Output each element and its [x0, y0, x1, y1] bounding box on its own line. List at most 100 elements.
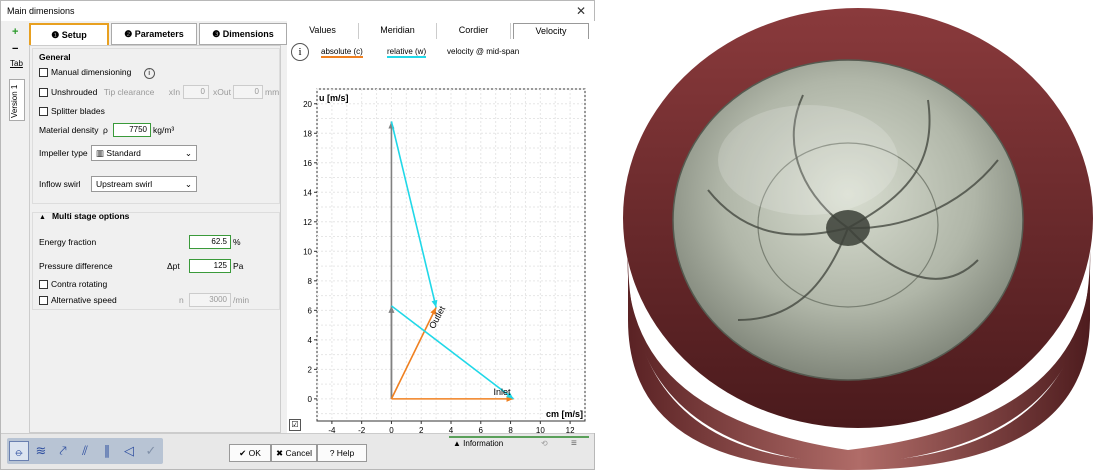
unshrouded-checkbox[interactable] — [39, 88, 48, 98]
chart-options-icon[interactable]: ☑ — [289, 419, 301, 431]
contra-rotating-checkbox[interactable] — [39, 280, 48, 290]
check-icon[interactable]: ✓ — [145, 443, 157, 458]
vector-arrowhead-relative — [431, 299, 438, 308]
title-bar: Main dimensions ✕ — [1, 1, 594, 21]
chevron-down-icon: ⌄ — [184, 148, 192, 158]
manual-dimensioning-label: Manual dimensioning — [51, 67, 132, 77]
main-tabs: ❶ Setup ❷ Parameters ❸ Dimensions — [29, 23, 291, 45]
y-tick-label: 0 — [308, 395, 313, 404]
xout-input[interactable]: 0 — [233, 85, 263, 99]
tab-parameters[interactable]: ❷ Parameters — [111, 23, 197, 45]
vector-relative — [390, 121, 437, 308]
tab-meridian[interactable]: Meridian — [359, 23, 437, 39]
y-tick-label: 18 — [303, 129, 312, 138]
legend-absolute[interactable]: absolute (c) — [321, 47, 363, 58]
vector-arrowhead-relative — [506, 392, 514, 399]
info-icon[interactable]: i — [143, 68, 155, 79]
info-icon[interactable]: i — [291, 43, 309, 61]
y-tick-label: 6 — [308, 306, 313, 315]
add-version-icon[interactable]: + — [12, 26, 19, 38]
pressure-diff-unit: Pa — [233, 261, 244, 271]
tab-velocity[interactable]: Velocity — [513, 23, 589, 39]
y-tick-label: 20 — [303, 100, 312, 109]
y-tick-label: 4 — [308, 336, 313, 345]
manual-dimensioning-checkbox[interactable] — [39, 68, 48, 78]
splitter-row: Splitter blades — [39, 106, 105, 117]
chart-vectors — [388, 121, 515, 402]
lean-icon[interactable]: ⫽ — [82, 443, 88, 458]
mm-unit: mm — [265, 87, 280, 97]
y-tick-label: 8 — [308, 277, 313, 286]
thickness-icon[interactable]: ∥ — [103, 443, 111, 458]
information-bar[interactable]: ▲ Information ⟲ ≡ — [449, 436, 589, 450]
inflow-swirl-value: Upstream swirl — [96, 179, 153, 189]
multistage-heading[interactable]: ▲ Multi stage options — [39, 211, 129, 221]
x-tick-label: 10 — [536, 426, 545, 433]
xin-label: xIn — [168, 87, 181, 97]
version-tab-label: Version 1 — [10, 84, 19, 118]
chevron-down-icon: ⌄ — [184, 179, 192, 189]
refresh-icon[interactable]: ⟲ — [541, 439, 548, 448]
setup-panel: General Manual dimensioning i Unshrouded… — [29, 45, 281, 433]
x-tick-label: 2 — [419, 426, 424, 433]
unshrouded-row: Unshrouded Tip clearance xIn — [39, 87, 181, 98]
general-heading: General — [39, 52, 71, 62]
bottom-bar: ⦵ ≋ ⤤ ⫽ ∥ ◁ ✓ ✔ OK ✖ Cancel ? Help ▲ Inf… — [1, 433, 594, 469]
version-tab[interactable]: Version 1 — [9, 79, 25, 121]
x-axis-label: cm [m/s] — [546, 409, 583, 419]
angles-icon[interactable]: ⤤ — [59, 443, 67, 458]
x-tick-label: -4 — [328, 426, 336, 433]
contra-rotating-label: Contra rotating — [51, 279, 108, 289]
impeller-view-icon[interactable]: ⦵ — [9, 441, 29, 461]
collapse-icon: ▲ — [39, 214, 46, 221]
energy-fraction-label: Energy fraction — [39, 237, 97, 247]
help-button[interactable]: ? Help — [317, 444, 367, 462]
multistage-group: ▲ Multi stage options Energy fraction 62.… — [32, 211, 280, 310]
alt-speed-input[interactable]: 3000 — [189, 293, 231, 307]
impeller-3d-view[interactable] — [598, 0, 1105, 470]
legend-note: velocity @ mid-span — [447, 47, 520, 56]
xin-input[interactable]: 0 — [183, 85, 209, 99]
tab-dimensions[interactable]: ❸ Dimensions — [199, 23, 287, 45]
tab-setup[interactable]: ❶ Setup — [29, 23, 109, 45]
impeller-render — [623, 8, 1093, 470]
x-tick-label: 0 — [389, 426, 394, 433]
cancel-button[interactable]: ✖ Cancel — [271, 444, 317, 462]
y-tick-label: 10 — [303, 247, 312, 256]
vector-arrowhead-u — [388, 305, 395, 313]
inflow-swirl-label: Inflow swirl — [39, 179, 81, 189]
ok-button[interactable]: ✔ OK — [229, 444, 271, 462]
alt-speed-checkbox[interactable] — [39, 296, 48, 306]
pressure-diff-label: Pressure difference — [39, 261, 113, 271]
alt-speed-label: Alternative speed — [51, 295, 117, 305]
general-group: General Manual dimensioning i Unshrouded… — [32, 48, 280, 204]
x-tick-label: 6 — [479, 426, 484, 433]
splitter-checkbox[interactable] — [39, 107, 48, 117]
tab-cordier[interactable]: Cordier — [437, 23, 511, 39]
information-label: ▲ Information — [453, 439, 504, 448]
energy-fraction-unit: % — [233, 237, 241, 247]
chart-ticks: -4 -2 0 2 4 6 8 10 12 0 2 4 6 8 10 12 14 16 18 20 — [303, 100, 575, 433]
menu-icon[interactable]: ≡ — [571, 438, 577, 449]
density-input[interactable]: 7750 — [113, 123, 151, 137]
manual-dimensioning-row: Manual dimensioning i — [39, 67, 155, 79]
impeller-type-select[interactable]: ▥ Standard ⌄ — [91, 145, 197, 161]
pressure-diff-input[interactable]: 125 — [189, 259, 231, 273]
legend-relative[interactable]: relative (w) — [387, 47, 427, 58]
tab-mode-button[interactable]: Tab — [10, 59, 23, 68]
vector-relative — [390, 305, 515, 400]
profile-icon[interactable]: ◁ — [124, 443, 134, 458]
density-label: Material density — [39, 125, 99, 135]
plot-area: Values Meridian Cordier Velocity i absol… — [287, 21, 596, 433]
tab-values[interactable]: Values — [287, 23, 359, 39]
n-label: n — [179, 295, 184, 305]
plot-tabs: Values Meridian Cordier Velocity — [287, 23, 596, 39]
close-icon[interactable]: ✕ — [575, 4, 586, 18]
inflow-swirl-select[interactable]: Upstream swirl ⌄ — [91, 176, 197, 192]
impeller-icon: ▥ — [96, 148, 107, 158]
blades-icon[interactable]: ≋ — [35, 443, 47, 458]
remove-version-icon[interactable]: − — [12, 43, 19, 55]
y-axis-label: u [m/s] — [319, 93, 349, 103]
energy-fraction-input[interactable]: 62.5 — [189, 235, 231, 249]
